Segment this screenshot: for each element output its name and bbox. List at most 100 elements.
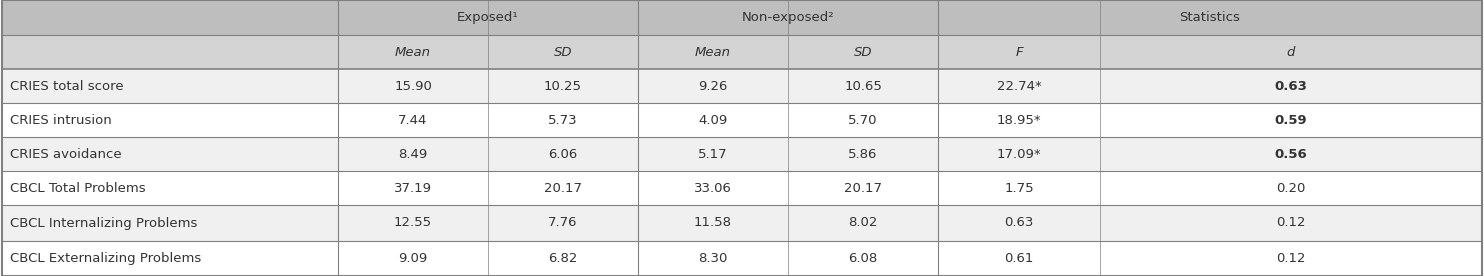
- Text: SD: SD: [554, 46, 573, 59]
- Bar: [1100, 69, 1483, 103]
- Text: 8.30: 8.30: [699, 252, 727, 265]
- Bar: [638, 35, 788, 69]
- Text: SD: SD: [853, 46, 873, 59]
- Text: CBCL Total Problems: CBCL Total Problems: [10, 182, 145, 195]
- Bar: [788, 241, 938, 276]
- Bar: [938, 35, 1100, 69]
- Bar: [338, 171, 488, 205]
- Bar: [938, 171, 1100, 205]
- Text: 0.12: 0.12: [1276, 216, 1306, 230]
- Text: Mean: Mean: [695, 46, 732, 59]
- Bar: [638, 171, 788, 205]
- Text: 0.59: 0.59: [1275, 113, 1307, 126]
- Text: Non-exposed²: Non-exposed²: [742, 11, 834, 24]
- Bar: [338, 103, 488, 137]
- Bar: [788, 103, 938, 137]
- Bar: [938, 137, 1100, 171]
- Bar: [488, 241, 638, 276]
- Text: Exposed¹: Exposed¹: [457, 11, 519, 24]
- Text: 22.74*: 22.74*: [997, 79, 1042, 92]
- Bar: [488, 205, 638, 241]
- Bar: [1, 35, 338, 69]
- Text: 10.25: 10.25: [545, 79, 582, 92]
- Text: 0.12: 0.12: [1276, 252, 1306, 265]
- Text: 0.63: 0.63: [1275, 79, 1307, 92]
- Text: 7.76: 7.76: [548, 216, 577, 230]
- Text: 5.70: 5.70: [849, 113, 877, 126]
- Bar: [1, 137, 338, 171]
- Text: 6.82: 6.82: [548, 252, 577, 265]
- Bar: [1, 103, 338, 137]
- Bar: [788, 137, 938, 171]
- Bar: [638, 103, 788, 137]
- Bar: [638, 205, 788, 241]
- Bar: [1100, 241, 1483, 276]
- Text: 20.17: 20.17: [844, 182, 881, 195]
- Text: 5.86: 5.86: [849, 147, 877, 161]
- Bar: [788, 205, 938, 241]
- Text: 0.20: 0.20: [1276, 182, 1306, 195]
- Text: 17.09*: 17.09*: [997, 147, 1042, 161]
- Bar: [1100, 35, 1483, 69]
- Bar: [338, 35, 488, 69]
- Bar: [338, 69, 488, 103]
- Text: 12.55: 12.55: [393, 216, 432, 230]
- Text: 37.19: 37.19: [393, 182, 432, 195]
- Bar: [488, 171, 638, 205]
- Text: 0.61: 0.61: [1005, 252, 1034, 265]
- Text: 20.17: 20.17: [545, 182, 582, 195]
- Text: 15.90: 15.90: [395, 79, 432, 92]
- Bar: [1, 171, 338, 205]
- Bar: [638, 69, 788, 103]
- Bar: [1, 241, 338, 276]
- Bar: [638, 0, 938, 35]
- Bar: [1, 205, 338, 241]
- Bar: [338, 205, 488, 241]
- Text: 33.06: 33.06: [695, 182, 732, 195]
- Bar: [938, 0, 1483, 35]
- Text: 18.95*: 18.95*: [997, 113, 1042, 126]
- Text: 7.44: 7.44: [398, 113, 427, 126]
- Bar: [488, 35, 638, 69]
- Text: CBCL Internalizing Problems: CBCL Internalizing Problems: [10, 216, 197, 230]
- Text: 6.08: 6.08: [849, 252, 877, 265]
- Text: 8.49: 8.49: [398, 147, 427, 161]
- Text: CRIES avoidance: CRIES avoidance: [10, 147, 122, 161]
- Text: 0.63: 0.63: [1005, 216, 1034, 230]
- Text: CRIES intrusion: CRIES intrusion: [10, 113, 111, 126]
- Text: 10.65: 10.65: [844, 79, 881, 92]
- Bar: [338, 0, 638, 35]
- Bar: [1100, 137, 1483, 171]
- Text: 0.56: 0.56: [1275, 147, 1307, 161]
- Bar: [1, 0, 338, 35]
- Text: 4.09: 4.09: [699, 113, 727, 126]
- Text: 5.17: 5.17: [697, 147, 727, 161]
- Text: CRIES total score: CRIES total score: [10, 79, 123, 92]
- Text: 5.73: 5.73: [548, 113, 577, 126]
- Text: CBCL Externalizing Problems: CBCL Externalizing Problems: [10, 252, 202, 265]
- Bar: [938, 103, 1100, 137]
- Bar: [788, 35, 938, 69]
- Bar: [938, 69, 1100, 103]
- Text: 8.02: 8.02: [849, 216, 877, 230]
- Text: 9.09: 9.09: [398, 252, 427, 265]
- Bar: [488, 137, 638, 171]
- Bar: [938, 241, 1100, 276]
- Text: 11.58: 11.58: [695, 216, 732, 230]
- Bar: [638, 137, 788, 171]
- Text: F: F: [1015, 46, 1022, 59]
- Bar: [488, 69, 638, 103]
- Bar: [788, 69, 938, 103]
- Text: Mean: Mean: [395, 46, 430, 59]
- Text: 9.26: 9.26: [699, 79, 727, 92]
- Bar: [1100, 103, 1483, 137]
- Text: 6.06: 6.06: [549, 147, 577, 161]
- Bar: [1100, 205, 1483, 241]
- Bar: [1, 69, 338, 103]
- Bar: [1100, 171, 1483, 205]
- Text: d: d: [1287, 46, 1296, 59]
- Bar: [638, 241, 788, 276]
- Text: 1.75: 1.75: [1005, 182, 1034, 195]
- Text: Statistics: Statistics: [1180, 11, 1241, 24]
- Bar: [338, 137, 488, 171]
